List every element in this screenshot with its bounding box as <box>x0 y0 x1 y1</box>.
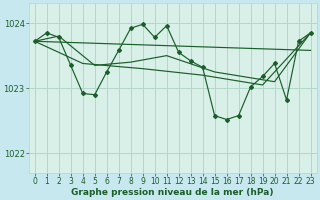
X-axis label: Graphe pression niveau de la mer (hPa): Graphe pression niveau de la mer (hPa) <box>71 188 274 197</box>
